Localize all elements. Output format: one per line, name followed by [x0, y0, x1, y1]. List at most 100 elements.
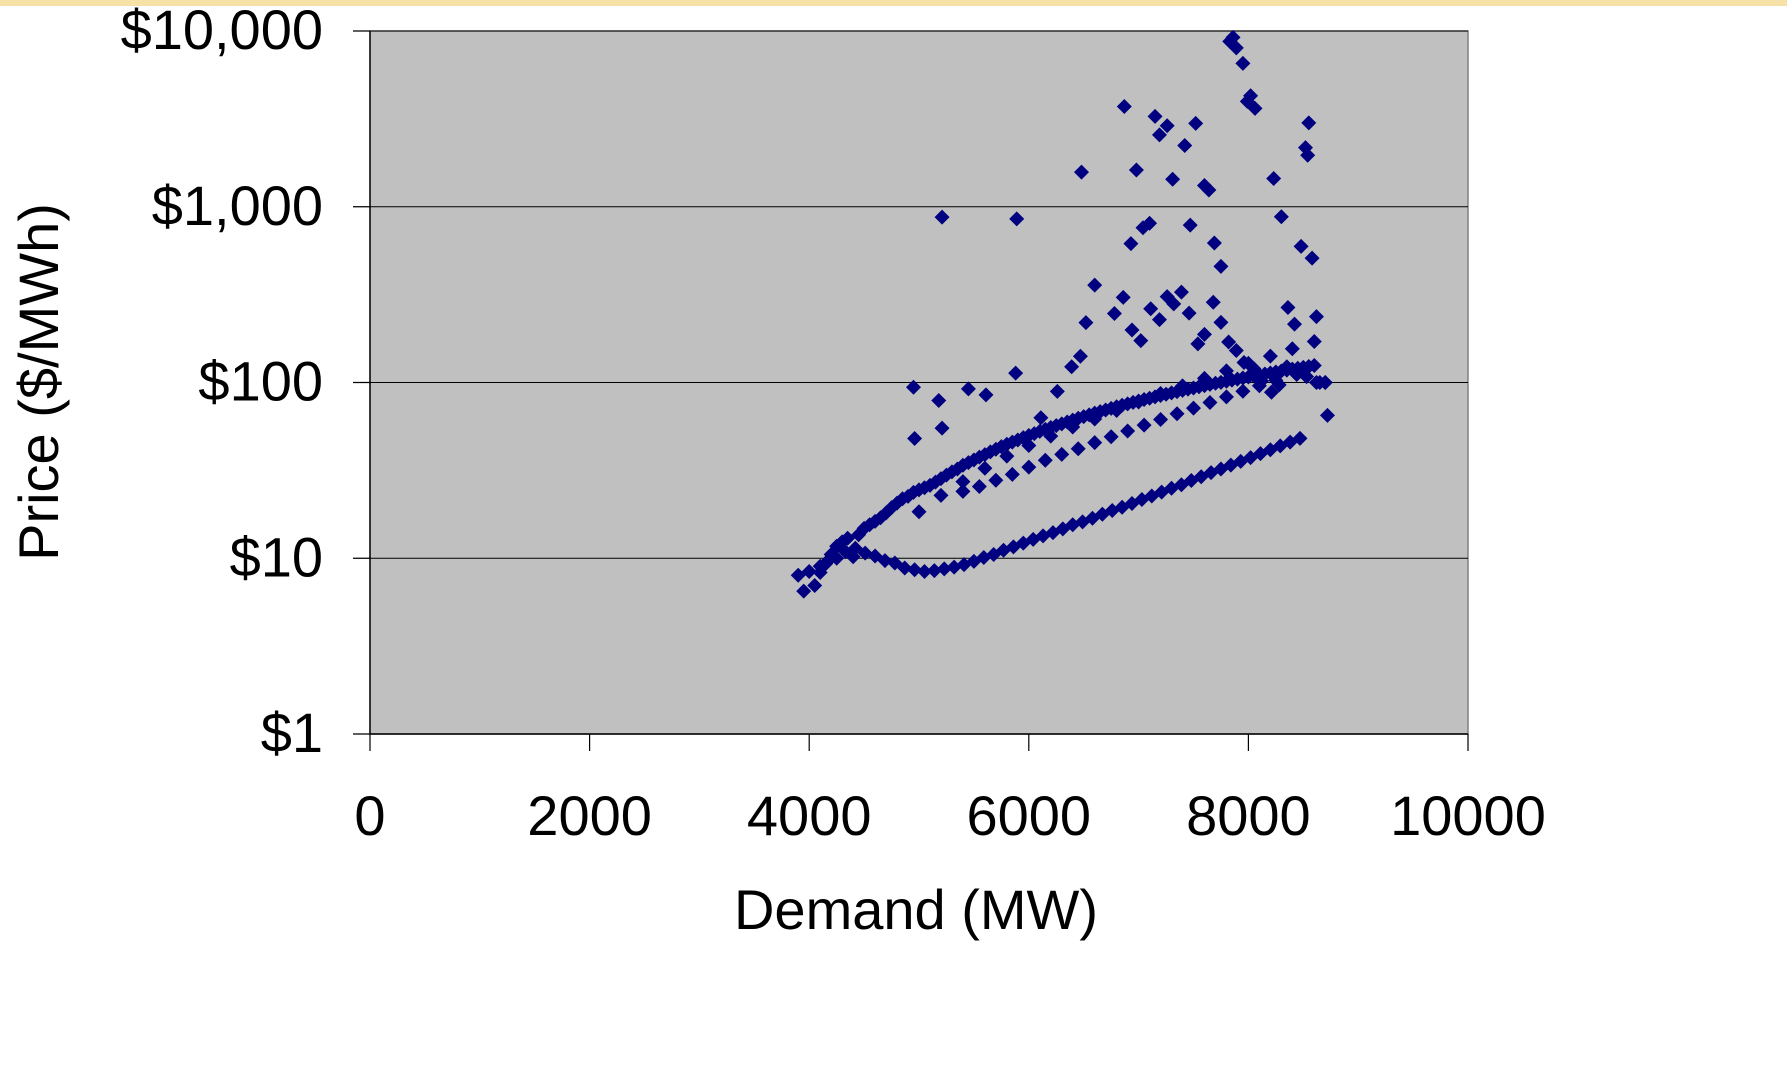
scatter-point — [978, 387, 994, 403]
y-tick-label: $10 — [230, 525, 323, 588]
scatter-point — [1074, 164, 1090, 180]
scatter-point — [1236, 354, 1252, 370]
scatter-point — [906, 379, 922, 395]
scatter-point — [1319, 407, 1335, 423]
scatter-point — [1202, 394, 1218, 410]
scatter-point — [1153, 411, 1169, 427]
scatter-point — [1292, 430, 1308, 446]
scatter-point — [988, 472, 1004, 488]
scatter-point — [931, 392, 947, 408]
scatter-point — [1213, 314, 1229, 330]
scatter-point — [1300, 147, 1316, 163]
x-tick-label: 6000 — [967, 784, 1092, 847]
scatter-point — [1246, 361, 1262, 377]
scatter-point — [1218, 363, 1234, 379]
scatter-point — [1173, 284, 1189, 300]
scatter-point — [1308, 375, 1324, 390]
scatter-point — [1015, 430, 1031, 446]
scatter-point — [955, 483, 971, 499]
scatter-point — [1235, 383, 1251, 399]
top-strip — [0, 0, 1787, 6]
scatter-point — [1070, 441, 1086, 457]
scatter-point — [1049, 383, 1065, 399]
y-tick-label: $100 — [198, 350, 323, 413]
scatter-point — [796, 583, 812, 599]
scatter-point — [878, 505, 894, 521]
scatter-point — [1021, 459, 1037, 475]
scatter-point — [1015, 535, 1031, 551]
scatter-point — [1273, 209, 1289, 225]
scatter-point — [1304, 250, 1320, 266]
scatter-point — [933, 487, 949, 503]
scatter-point — [1218, 389, 1234, 405]
scatter-point — [934, 420, 950, 436]
scatter-point — [936, 561, 952, 577]
scatter-point — [1115, 289, 1131, 305]
scatter-point — [1205, 294, 1221, 310]
scatter-point — [1306, 358, 1322, 374]
y-tick-label: $10,000 — [121, 0, 323, 61]
scatter-point — [1190, 336, 1206, 352]
scatter-point — [1177, 137, 1193, 153]
x-tick-label: 4000 — [747, 784, 872, 847]
scatter-point — [1004, 466, 1020, 482]
scatter-point — [1293, 238, 1309, 254]
scatter-point — [1299, 369, 1315, 385]
scatter-point — [1266, 171, 1282, 187]
scatter-point — [1094, 506, 1110, 522]
scatter-point — [1116, 99, 1132, 115]
scatter-point — [1064, 359, 1080, 375]
scatter-point — [1087, 411, 1103, 427]
scatter-point — [1072, 348, 1088, 364]
y-tick-labels: $1 $10 $100 $1,000 $10,000 — [121, 0, 323, 764]
scatter-point — [897, 560, 913, 576]
scatter-point — [1175, 378, 1191, 394]
scatter-point — [1120, 423, 1136, 439]
scatter-point — [999, 448, 1015, 464]
scatter-point — [1151, 312, 1167, 328]
scatter-point — [1308, 309, 1324, 325]
scatter-point — [1128, 162, 1144, 178]
scatter-point — [1133, 333, 1149, 349]
scatter-point — [1279, 359, 1295, 375]
scatter-point — [1054, 446, 1070, 462]
y-tick-label: $1 — [261, 701, 323, 764]
scatter-point — [1143, 301, 1159, 317]
scatter-point — [1009, 211, 1025, 227]
scatter-point — [1287, 316, 1303, 332]
scatter-point — [1106, 305, 1122, 321]
scatter-point — [977, 460, 993, 476]
scatter-point — [1196, 370, 1212, 386]
x-tick-labels: 0 2000 4000 6000 8000 10000 — [354, 784, 1545, 847]
scatter-point — [1124, 322, 1140, 338]
scatter-point — [801, 564, 817, 580]
scatter-point — [1136, 417, 1152, 433]
scatter-point — [1262, 348, 1278, 364]
scatter-point — [1165, 171, 1181, 187]
scatter-point — [1021, 438, 1037, 454]
scatter-point — [1201, 182, 1217, 198]
scatter-point — [971, 479, 987, 495]
x-tick-label: 8000 — [1186, 784, 1311, 847]
scatter-point — [1263, 384, 1279, 400]
scatter-point — [1206, 235, 1222, 251]
scatter-point — [916, 564, 932, 580]
scatter-point — [1087, 435, 1103, 451]
scatter-point — [960, 381, 976, 397]
scatter-point — [1131, 394, 1147, 410]
x-axis-title: Demand (MW) — [734, 878, 1098, 941]
scatter-point — [1306, 333, 1322, 349]
x-tick-label: 0 — [354, 784, 385, 847]
scatter-point — [840, 530, 856, 546]
x-tick-label: 2000 — [527, 784, 652, 847]
scatter-point — [1243, 88, 1259, 104]
scatter-point — [1247, 100, 1263, 116]
scatter-point — [1301, 115, 1317, 131]
scatter-point — [1280, 300, 1296, 316]
scatter-point — [1109, 402, 1125, 418]
scatter-point — [1228, 40, 1244, 56]
scatter-point — [1123, 236, 1139, 252]
scatter-point — [1151, 127, 1167, 143]
